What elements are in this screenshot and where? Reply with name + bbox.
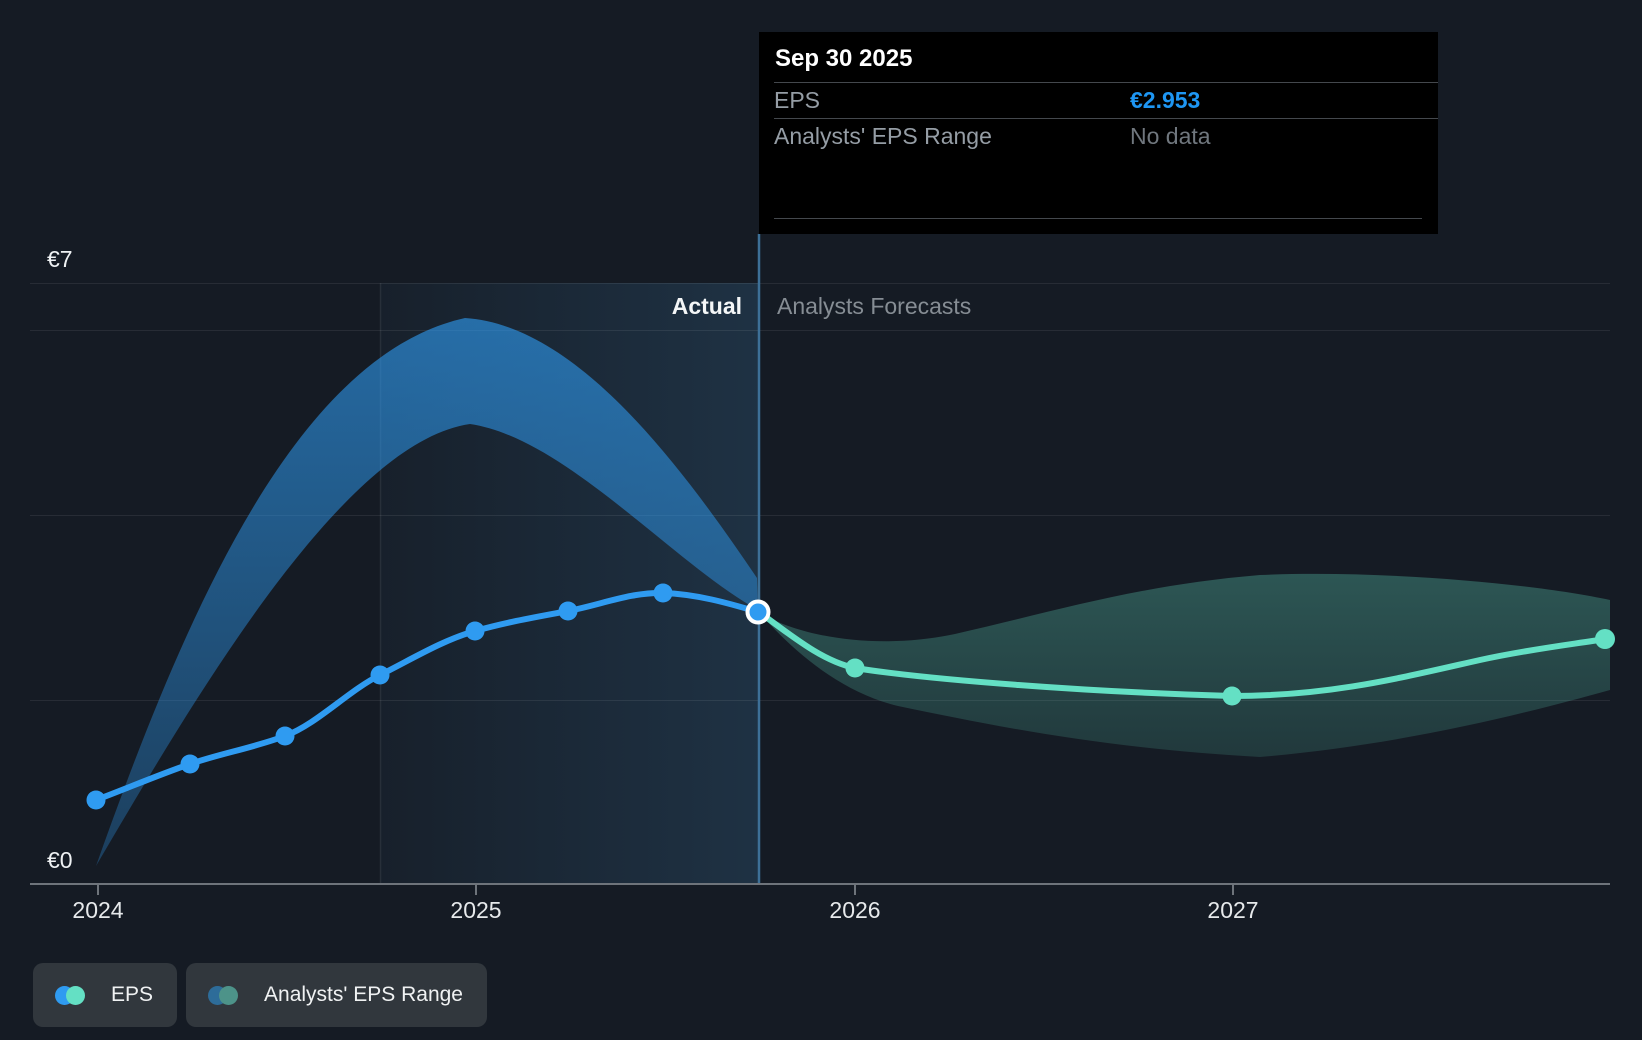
- tooltip-bottom-divider: [774, 218, 1422, 219]
- eps-forecast-markers[interactable]: [845, 629, 1616, 706]
- legend-item-eps[interactable]: EPS: [33, 963, 178, 1027]
- tooltip-row-range: Analysts' EPS Range No data: [774, 118, 1438, 154]
- range-legend-dots-icon: [208, 985, 239, 1005]
- legend-item-analysts-eps-range[interactable]: Analysts' EPS Range: [186, 963, 487, 1027]
- tooltip-eps-label: EPS: [774, 87, 821, 113]
- tooltip-eps-value: €2.953: [1130, 87, 1201, 113]
- x-tick-2027: 2027: [1207, 897, 1259, 923]
- tooltip-row-eps: EPS €2.953: [774, 82, 1438, 118]
- tooltip-date: Sep 30 2025: [775, 45, 913, 72]
- legend-item-eps-label: EPS: [111, 983, 154, 1006]
- tooltip: Sep 30 2025 EPS €2.953 Analysts' EPS Ran…: [759, 32, 1438, 234]
- y-axis-label-max: €7: [47, 246, 73, 272]
- x-tick-2025: 2025: [450, 897, 502, 923]
- section-label-forecasts: Analysts Forecasts: [777, 293, 972, 319]
- eps-actual-markers[interactable]: [86, 583, 673, 810]
- tooltip-range-label: Analysts' EPS Range: [774, 123, 992, 149]
- x-axis: [30, 883, 1610, 895]
- y-axis-label-min: €0: [47, 847, 73, 873]
- eps-legend-dots-icon: [55, 985, 85, 1005]
- section-label-actual: Actual: [671, 293, 742, 319]
- legend-item-analysts-eps-range-label: Analysts' EPS Range: [264, 983, 463, 1006]
- selected-point-marker[interactable]: [745, 599, 771, 625]
- tooltip-range-value: No data: [1130, 123, 1211, 149]
- forecast-eps-range-band: [759, 573, 1610, 757]
- x-tick-2026: 2026: [829, 897, 881, 923]
- legend: EPS Analysts' EPS Range: [33, 963, 487, 1027]
- x-tick-2024: 2024: [72, 897, 124, 923]
- past-eps-range-band: [96, 318, 758, 866]
